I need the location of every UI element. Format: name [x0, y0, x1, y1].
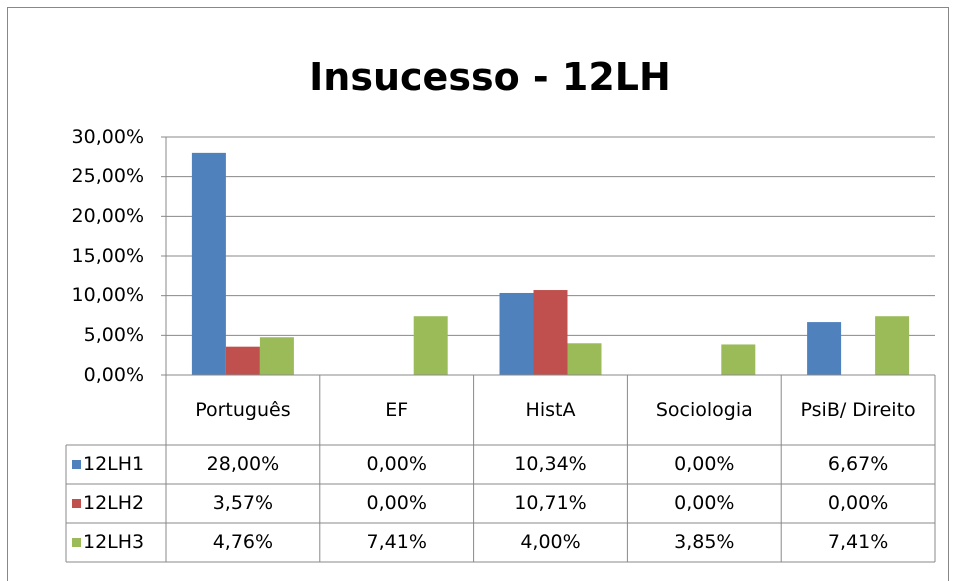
- legend-key: [72, 538, 81, 547]
- bar: [533, 290, 568, 375]
- y-tick-label: 25,00%: [71, 165, 144, 188]
- chart-frame: [7, 7, 949, 581]
- table-cell: 4,76%: [212, 531, 274, 554]
- x-tick-label: EF: [385, 398, 409, 421]
- table-cell: 0,00%: [366, 492, 427, 515]
- table-cell: 10,71%: [514, 492, 587, 515]
- bar: [499, 292, 534, 375]
- bar: [807, 322, 842, 375]
- legend-key: [72, 460, 81, 469]
- legend-label: 12LH1: [83, 453, 145, 476]
- table-cell: 6,67%: [827, 453, 889, 476]
- table-cell: 3,57%: [212, 492, 274, 515]
- y-tick-label: 5,00%: [83, 323, 144, 346]
- legend-entry: 12LH3: [66, 523, 166, 562]
- bar: [567, 343, 602, 375]
- table-cell: 7,41%: [827, 531, 889, 554]
- bar: [721, 344, 756, 375]
- legend-entry: 12LH1: [66, 445, 166, 484]
- legend-label: 12LH2: [83, 492, 145, 515]
- table-cell: 4,00%: [520, 531, 581, 554]
- bar: [875, 316, 910, 375]
- legend-entry: 12LH2: [66, 484, 166, 523]
- bar: [259, 337, 294, 375]
- x-tick-label: HistA: [525, 398, 576, 421]
- y-tick-label: 0,00%: [83, 363, 144, 386]
- table-cell: 28,00%: [206, 453, 280, 476]
- table-cell: 0,00%: [366, 453, 427, 476]
- table-cell: 10,34%: [514, 453, 587, 476]
- y-tick-label: 10,00%: [71, 284, 144, 307]
- chart-title: Insucesso - 12LH: [309, 55, 671, 100]
- table-cell: 0,00%: [674, 453, 735, 476]
- bar: [225, 346, 260, 375]
- y-tick-label: 20,00%: [71, 204, 144, 227]
- bar: [191, 152, 226, 375]
- legend-label: 12LH3: [83, 531, 145, 554]
- bar: [413, 316, 448, 375]
- table-cell: 3,85%: [674, 531, 735, 554]
- y-tick-label: 30,00%: [71, 125, 144, 148]
- table-cell: 0,00%: [827, 492, 889, 515]
- table-cell: 7,41%: [366, 531, 427, 554]
- y-tick-label: 15,00%: [71, 244, 144, 267]
- x-tick-label: PsiB/ Direito: [800, 398, 916, 421]
- table-cell: 0,00%: [674, 492, 735, 515]
- x-tick-label: Português: [195, 398, 291, 421]
- legend-key: [72, 499, 81, 508]
- x-tick-label: Sociologia: [655, 398, 753, 421]
